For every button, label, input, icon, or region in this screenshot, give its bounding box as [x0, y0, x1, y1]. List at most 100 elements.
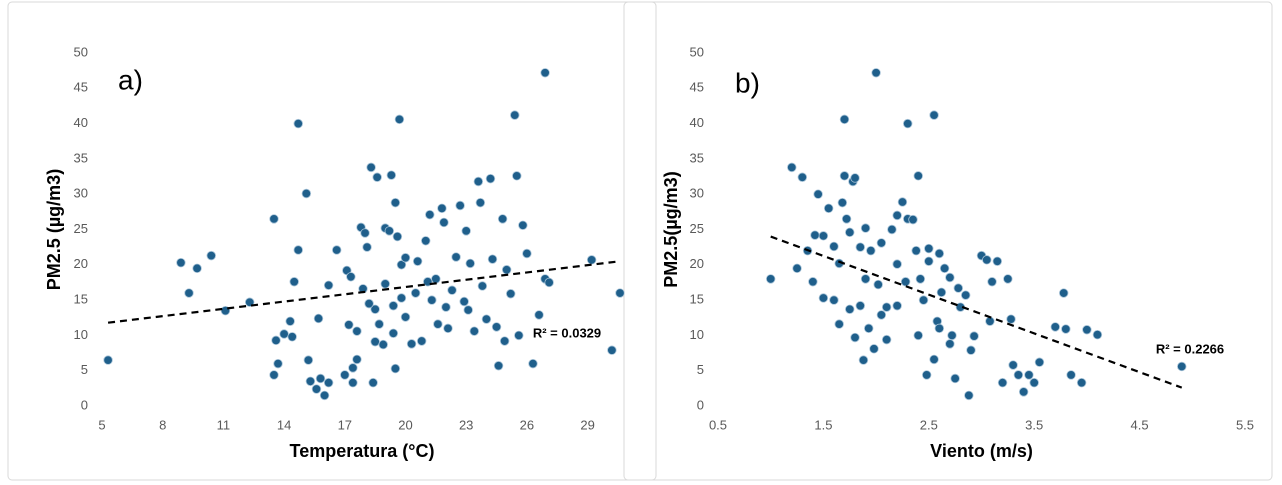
- data-point: [362, 242, 372, 252]
- panel-label: b): [735, 67, 760, 98]
- x-tick-label: 1.5: [814, 417, 832, 432]
- data-point: [1066, 370, 1076, 380]
- data-point: [845, 304, 855, 314]
- data-point: [416, 336, 427, 346]
- data-point: [374, 319, 384, 329]
- y-tick-label: 50: [74, 44, 88, 59]
- data-point: [876, 310, 887, 320]
- data-point: [360, 228, 370, 238]
- y-tick-label: 30: [74, 186, 88, 201]
- data-point: [950, 373, 960, 384]
- data-point: [829, 241, 839, 252]
- data-point: [392, 231, 403, 242]
- y-tick-label: 20: [690, 256, 704, 271]
- data-point: [441, 302, 451, 312]
- data-point: [346, 272, 356, 282]
- data-point: [522, 248, 532, 259]
- x-tick-label: 17: [338, 417, 352, 432]
- data-point: [455, 200, 465, 211]
- data-point: [384, 226, 395, 236]
- data-point: [289, 277, 299, 287]
- x-tick-label: 20: [398, 417, 412, 432]
- data-point: [586, 255, 597, 265]
- data-point: [388, 301, 399, 311]
- trendline: [770, 235, 1183, 389]
- data-point: [1034, 357, 1045, 367]
- data-point: [439, 217, 449, 228]
- data-point: [370, 304, 380, 314]
- data-point: [301, 188, 312, 199]
- y-tick-label: 25: [690, 221, 704, 236]
- data-point: [481, 314, 492, 324]
- data-point: [184, 288, 194, 298]
- data-point: [1082, 325, 1092, 335]
- data-point: [881, 334, 892, 345]
- data-point: [469, 326, 479, 336]
- data-point: [869, 344, 879, 354]
- x-tick-label: 11: [217, 417, 231, 432]
- data-point: [855, 242, 865, 252]
- data-point: [818, 293, 829, 303]
- data-point: [287, 332, 297, 342]
- data-point: [493, 361, 504, 371]
- data-point: [913, 171, 923, 181]
- data-point: [390, 363, 401, 374]
- data-point: [499, 336, 510, 346]
- panel-label: a): [118, 64, 143, 95]
- data-point: [924, 256, 934, 266]
- data-point: [303, 355, 314, 365]
- data-point: [964, 390, 974, 401]
- data-point: [380, 279, 390, 289]
- data-point: [945, 339, 955, 349]
- data-point: [388, 328, 399, 338]
- data-point: [485, 173, 496, 184]
- data-point: [390, 197, 401, 208]
- data-point: [607, 345, 617, 355]
- data-point: [269, 370, 279, 380]
- data-point: [1059, 288, 1069, 298]
- data-point: [953, 283, 964, 293]
- data-point: [437, 203, 447, 214]
- data-point: [810, 230, 820, 240]
- data-point: [425, 209, 435, 220]
- data-point: [366, 162, 376, 173]
- data-point: [903, 118, 913, 129]
- y-tick-label: 35: [74, 150, 88, 165]
- data-point: [871, 68, 881, 78]
- x-tick-label: 29: [580, 417, 594, 432]
- data-point: [528, 358, 538, 369]
- trendline: [107, 260, 621, 324]
- data-point: [459, 296, 469, 307]
- data-point: [845, 227, 855, 238]
- data-point: [400, 253, 411, 263]
- data-point: [858, 355, 869, 365]
- x-tick-label: 5.5: [1236, 417, 1254, 432]
- x-tick-label: 8: [159, 417, 166, 432]
- data-point: [1013, 370, 1024, 380]
- data-point: [192, 263, 202, 274]
- data-point: [1050, 322, 1060, 332]
- x-tick-label: 0.5: [709, 417, 727, 432]
- data-point: [293, 245, 303, 255]
- data-point: [103, 355, 113, 365]
- data-point: [911, 245, 921, 256]
- data-point: [992, 256, 1003, 266]
- y-tick-label: 25: [74, 221, 88, 236]
- data-point: [386, 170, 397, 180]
- data-point: [400, 312, 411, 322]
- data-point: [514, 330, 524, 341]
- data-point: [924, 243, 934, 254]
- x-tick-label: 3.5: [1025, 417, 1043, 432]
- data-point: [936, 287, 947, 298]
- data-point: [934, 323, 945, 334]
- data-point: [834, 319, 844, 329]
- data-point: [1003, 274, 1013, 284]
- y-tick-label: 30: [690, 186, 704, 201]
- data-point: [966, 345, 976, 355]
- data-point: [997, 378, 1008, 388]
- data-point: [305, 376, 316, 386]
- data-point: [433, 319, 443, 329]
- data-point: [285, 316, 295, 326]
- data-point: [864, 323, 874, 334]
